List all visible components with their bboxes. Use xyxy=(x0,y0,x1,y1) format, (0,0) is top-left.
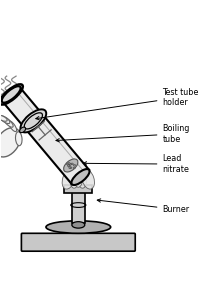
Ellipse shape xyxy=(15,132,22,146)
Ellipse shape xyxy=(70,164,80,188)
Ellipse shape xyxy=(69,167,71,169)
Ellipse shape xyxy=(3,117,13,127)
Ellipse shape xyxy=(69,163,71,165)
Ellipse shape xyxy=(67,165,70,167)
Polygon shape xyxy=(3,87,89,184)
Ellipse shape xyxy=(0,116,10,124)
Ellipse shape xyxy=(73,167,75,169)
Ellipse shape xyxy=(72,222,85,228)
Ellipse shape xyxy=(64,159,78,172)
Text: Test tube
holder: Test tube holder xyxy=(36,88,199,120)
Ellipse shape xyxy=(20,127,26,133)
Ellipse shape xyxy=(82,169,94,189)
Ellipse shape xyxy=(71,169,90,185)
Polygon shape xyxy=(64,184,92,193)
Ellipse shape xyxy=(70,167,72,169)
Ellipse shape xyxy=(68,164,70,166)
FancyBboxPatch shape xyxy=(21,233,135,251)
Ellipse shape xyxy=(74,169,83,187)
Ellipse shape xyxy=(2,86,21,103)
Polygon shape xyxy=(72,191,85,224)
Ellipse shape xyxy=(20,109,46,132)
Ellipse shape xyxy=(0,128,21,157)
Text: Boiling
tube: Boiling tube xyxy=(56,124,190,144)
Ellipse shape xyxy=(0,115,7,121)
Ellipse shape xyxy=(76,164,87,188)
Ellipse shape xyxy=(71,163,73,165)
Text: Lead
nitrate: Lead nitrate xyxy=(83,154,189,174)
Text: Burner: Burner xyxy=(97,199,189,214)
Ellipse shape xyxy=(66,163,69,165)
Ellipse shape xyxy=(73,164,76,166)
Ellipse shape xyxy=(8,121,17,131)
Ellipse shape xyxy=(68,162,70,164)
Ellipse shape xyxy=(62,169,75,189)
Ellipse shape xyxy=(46,221,111,233)
